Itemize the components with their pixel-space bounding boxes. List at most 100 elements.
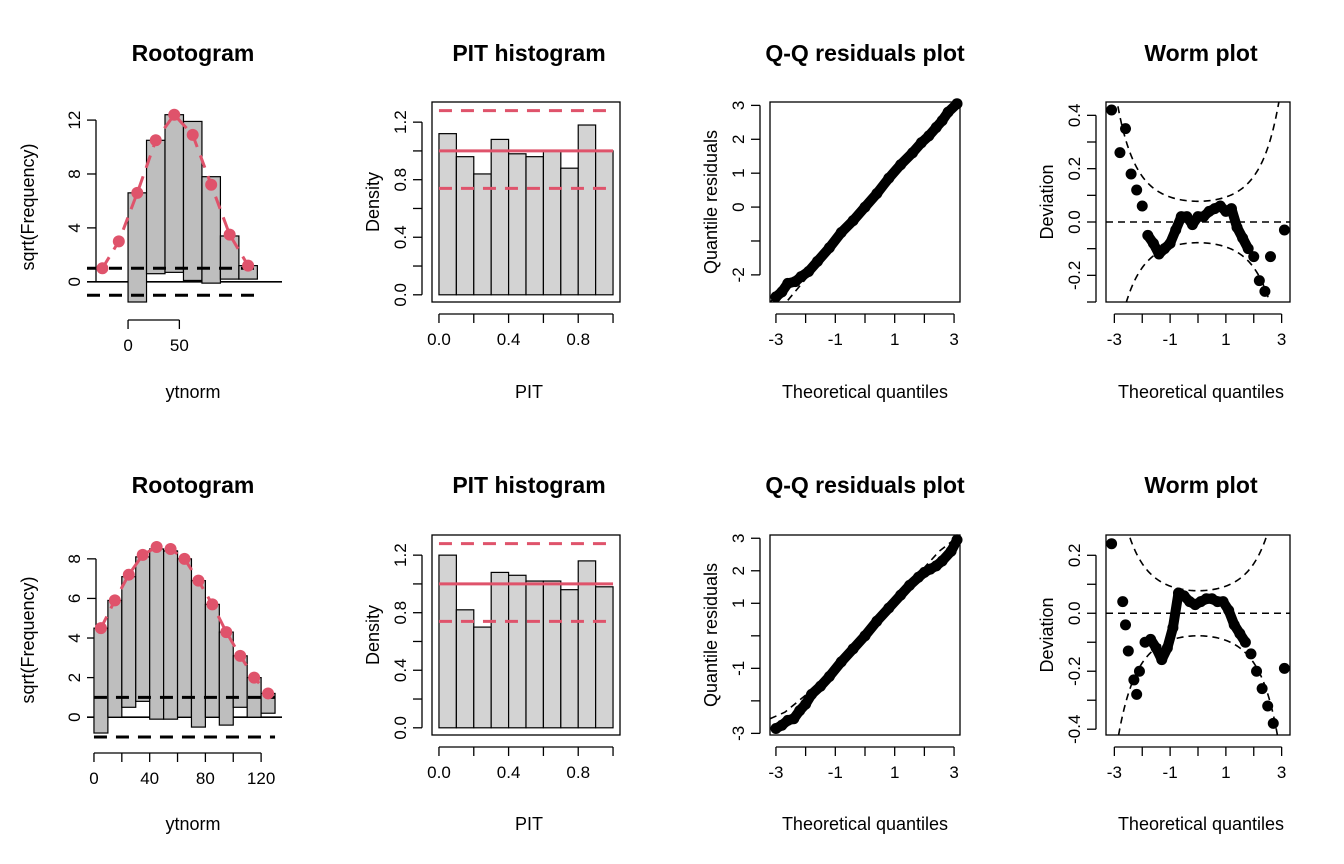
worm-point: [1167, 622, 1179, 634]
worm-point: [1136, 200, 1148, 212]
rootogram-bar: [127, 192, 148, 303]
worm-point: [1147, 237, 1159, 249]
x-tick-label: 3: [1277, 763, 1286, 782]
y-tick-label: -0.2: [1065, 261, 1084, 290]
pit-bar: [507, 574, 527, 729]
rootogram-bar: [176, 558, 193, 718]
pit-bar: [507, 153, 527, 296]
panel-title: PIT histogram: [452, 472, 605, 498]
worm-point: [1164, 237, 1176, 249]
worm-point: [1156, 654, 1168, 666]
qq-point: [945, 545, 957, 557]
expected-point: [96, 262, 109, 275]
x-tick-label: -1: [1163, 330, 1178, 349]
lower-confidence-curve: [1125, 241, 1271, 302]
expected-point: [220, 626, 233, 639]
x-tick-label: 3: [949, 330, 958, 349]
y-tick-label: 0.2: [1065, 543, 1084, 567]
qq-point: [895, 159, 907, 171]
y-axis-label: Density: [363, 605, 383, 665]
worm-point: [1262, 700, 1274, 712]
x-tick-label: 0.8: [566, 330, 590, 349]
worm-point: [1237, 232, 1249, 244]
x-tick-label: 50: [170, 336, 189, 355]
x-tick-label: -3: [768, 763, 783, 782]
y-tick-label: -0.4: [1065, 715, 1084, 744]
expected-point: [223, 228, 236, 241]
qq-point: [936, 555, 948, 567]
expected-point: [248, 671, 261, 684]
y-tick-label: 0.0: [1065, 210, 1084, 234]
y-axis-label: Quantile residuals: [701, 563, 721, 707]
rootogram-bar: [93, 627, 109, 734]
rootogram-bar: [201, 176, 222, 284]
x-tick-label: 80: [196, 769, 215, 788]
qq-point: [788, 713, 800, 725]
panel-rootogram-1-1: Rootogram ytnorm sqrt(Frequency) 0 50 0 4 8 12: [18, 40, 282, 402]
qq-point: [806, 688, 818, 700]
worm-point: [1131, 184, 1143, 196]
qq-point: [847, 215, 859, 227]
panel-title: PIT histogram: [452, 40, 605, 66]
y-tick-label: 2: [65, 673, 84, 682]
y-tick-label: 0.4: [391, 658, 410, 682]
worm-point: [1248, 251, 1260, 263]
worm-point: [1259, 285, 1271, 297]
pit-bar: [525, 156, 545, 296]
x-tick-label: 0.8: [566, 763, 590, 782]
worm-point: [1106, 104, 1118, 116]
qq-point: [883, 172, 895, 184]
expected-point: [150, 540, 163, 553]
x-tick-label: 0.0: [427, 763, 451, 782]
worm-point: [1253, 275, 1265, 287]
panel-qq-1-3: Q-Q residuals plot Theoretical quantiles Q…: [701, 40, 965, 402]
qq-point: [814, 680, 826, 692]
worm-point: [1267, 717, 1279, 729]
x-axis-label: Theoretical quantiles: [782, 814, 948, 834]
plot-frame: [431, 101, 621, 303]
pit-bar: [490, 571, 510, 729]
pit-bar: [577, 560, 597, 729]
pit-bar: [595, 150, 614, 296]
qq-point: [915, 137, 927, 149]
worm-point: [1225, 203, 1237, 215]
rootogram-bar: [218, 631, 234, 726]
panel-worm-1-4: Worm plot Theoretical quantiles Deviation -…: [1037, 40, 1291, 402]
y-tick-label: 1.2: [391, 110, 410, 134]
worm-point: [1242, 243, 1254, 255]
y-tick-label: 0.4: [1065, 104, 1084, 128]
pit-bar: [542, 150, 562, 296]
x-tick-label: 3: [1277, 330, 1286, 349]
x-tick-label: -1: [828, 763, 843, 782]
worm-point: [1278, 224, 1290, 236]
rootogram-bar: [163, 550, 179, 720]
upper-confidence-curve: [1116, 102, 1280, 203]
worm-point: [1120, 619, 1132, 631]
confidence-band: [770, 535, 960, 720]
pit-bar: [438, 554, 457, 729]
pit-bar: [542, 580, 562, 729]
x-axis-label: ytnorm: [165, 814, 220, 834]
panel-qq-2-3: Q-Q residuals plot Theoretical quantiles Q…: [701, 472, 965, 834]
qq-point: [800, 698, 812, 710]
expected-point: [94, 622, 107, 635]
worm-point: [1128, 674, 1140, 686]
pit-bar: [473, 626, 492, 729]
expected-point: [122, 568, 135, 581]
pit-bar: [595, 586, 614, 729]
panel-title: Rootogram: [132, 40, 255, 66]
worm-point: [1223, 604, 1235, 616]
qq-point: [871, 615, 883, 627]
y-axis-label: sqrt(Frequency): [18, 143, 38, 270]
worm-point: [1120, 123, 1132, 135]
qq-point: [904, 579, 916, 591]
y-tick-label: -2: [729, 267, 748, 282]
worm-point: [1217, 596, 1229, 608]
plot-frame: [1105, 534, 1291, 736]
panel-title: Q-Q residuals plot: [765, 472, 965, 498]
qq-point: [859, 630, 871, 642]
y-tick-label: 0: [65, 277, 84, 286]
y-tick-label: 6: [65, 594, 84, 603]
worm-point: [1264, 251, 1276, 263]
qq-point: [883, 602, 895, 614]
